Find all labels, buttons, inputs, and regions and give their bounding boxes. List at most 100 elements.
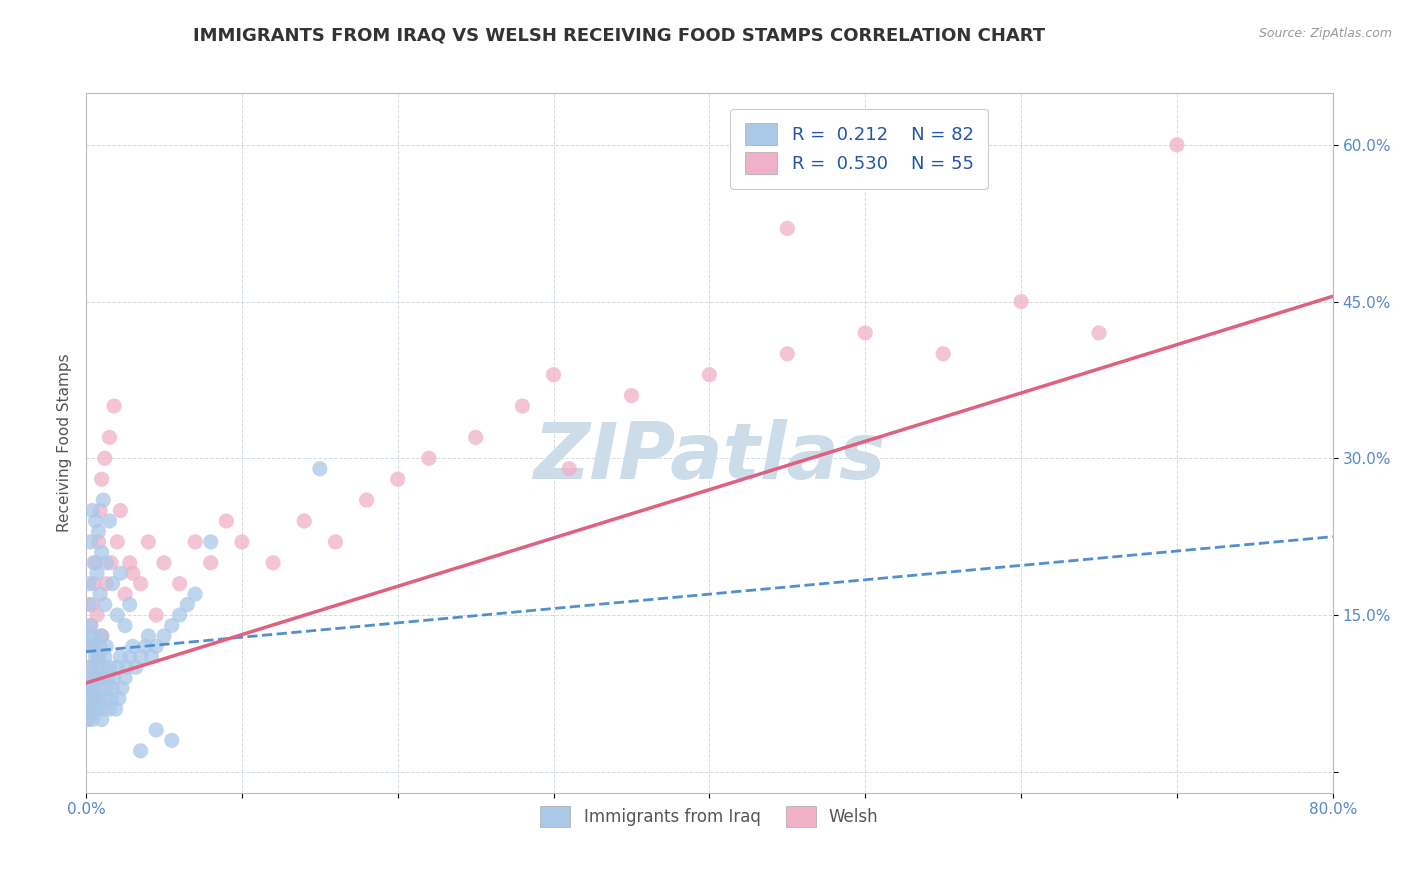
- Point: [86, 607, 108, 622]
- Point: [89, 503, 111, 517]
- Point: [153, 556, 176, 570]
- Point: [356, 493, 378, 508]
- Point: [103, 671, 125, 685]
- Point: [97, 671, 120, 685]
- Point: [853, 326, 876, 340]
- Point: [138, 629, 160, 643]
- Point: [121, 640, 143, 654]
- Point: [543, 368, 565, 382]
- Point: [84, 649, 107, 664]
- Point: [129, 649, 152, 664]
- Point: [84, 691, 107, 706]
- Point: [107, 691, 129, 706]
- Point: [114, 618, 136, 632]
- Point: [83, 702, 105, 716]
- Point: [76, 640, 98, 654]
- Point: [104, 702, 127, 716]
- Point: [558, 462, 581, 476]
- Point: [89, 681, 111, 695]
- Point: [83, 556, 105, 570]
- Point: [84, 556, 107, 570]
- Point: [83, 629, 105, 643]
- Point: [90, 545, 112, 559]
- Point: [82, 640, 104, 654]
- Point: [91, 493, 114, 508]
- Point: [776, 221, 799, 235]
- Point: [87, 524, 110, 539]
- Point: [77, 598, 100, 612]
- Point: [98, 430, 121, 444]
- Point: [87, 649, 110, 664]
- Point: [86, 566, 108, 581]
- Point: [91, 660, 114, 674]
- Point: [86, 702, 108, 716]
- Text: IMMIGRANTS FROM IRAQ VS WELSH RECEIVING FOOD STAMPS CORRELATION CHART: IMMIGRANTS FROM IRAQ VS WELSH RECEIVING …: [193, 27, 1045, 45]
- Point: [699, 368, 721, 382]
- Point: [90, 713, 112, 727]
- Point: [77, 629, 100, 643]
- Point: [111, 681, 134, 695]
- Point: [118, 556, 141, 570]
- Point: [776, 347, 799, 361]
- Point: [91, 702, 114, 716]
- Point: [100, 556, 122, 570]
- Point: [110, 649, 132, 664]
- Point: [121, 566, 143, 581]
- Point: [105, 607, 128, 622]
- Point: [83, 671, 105, 685]
- Point: [932, 347, 955, 361]
- Text: ZIPatlas: ZIPatlas: [533, 418, 886, 495]
- Point: [94, 451, 117, 466]
- Point: [200, 534, 222, 549]
- Point: [1166, 137, 1188, 152]
- Point: [90, 629, 112, 643]
- Point: [80, 681, 103, 695]
- Point: [153, 629, 176, 643]
- Point: [105, 660, 128, 674]
- Point: [215, 514, 238, 528]
- Point: [231, 534, 253, 549]
- Point: [118, 598, 141, 612]
- Legend: Immigrants from Iraq, Welsh: Immigrants from Iraq, Welsh: [534, 799, 886, 833]
- Point: [77, 702, 100, 716]
- Point: [160, 733, 183, 747]
- Point: [114, 671, 136, 685]
- Point: [114, 587, 136, 601]
- Point: [77, 576, 100, 591]
- Point: [77, 702, 100, 716]
- Point: [87, 649, 110, 664]
- Point: [418, 451, 440, 466]
- Point: [98, 702, 121, 716]
- Point: [512, 399, 534, 413]
- Point: [464, 430, 486, 444]
- Point: [82, 713, 104, 727]
- Point: [80, 534, 103, 549]
- Point: [89, 640, 111, 654]
- Point: [80, 618, 103, 632]
- Point: [87, 691, 110, 706]
- Point: [100, 691, 122, 706]
- Point: [184, 534, 207, 549]
- Point: [77, 671, 100, 685]
- Point: [115, 660, 138, 674]
- Point: [145, 723, 167, 737]
- Point: [76, 681, 98, 695]
- Point: [1010, 294, 1032, 309]
- Point: [76, 713, 98, 727]
- Point: [145, 640, 167, 654]
- Point: [80, 660, 103, 674]
- Point: [82, 503, 104, 517]
- Point: [110, 503, 132, 517]
- Point: [96, 556, 118, 570]
- Point: [84, 671, 107, 685]
- Point: [1088, 326, 1111, 340]
- Point: [96, 681, 118, 695]
- Point: [129, 744, 152, 758]
- Point: [101, 576, 124, 591]
- Point: [94, 598, 117, 612]
- Point: [325, 534, 347, 549]
- Point: [82, 681, 104, 695]
- Point: [90, 472, 112, 486]
- Point: [292, 514, 315, 528]
- Point: [90, 629, 112, 643]
